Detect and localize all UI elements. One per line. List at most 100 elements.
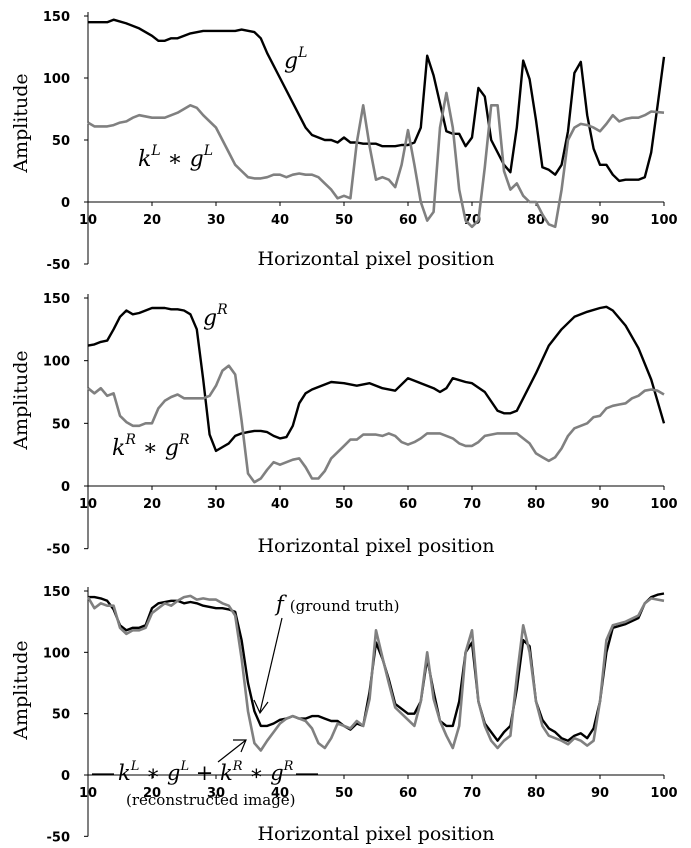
- x-tick-label: 50: [335, 213, 353, 228]
- series-line-black: [88, 18, 666, 183]
- x-tick-label: 60: [399, 213, 417, 228]
- y-tick-label: 100: [43, 72, 70, 87]
- annotation-recon-g2: g: [270, 761, 283, 785]
- x-tick-label: 50: [335, 497, 353, 512]
- x-tick-label: 80: [527, 497, 545, 512]
- y-tick-label: 150: [43, 585, 70, 600]
- annotation-gL: gL: [284, 45, 307, 74]
- x-tick-label: 10: [79, 786, 97, 801]
- ylabel-panel-3: Amplitude: [10, 640, 32, 740]
- x-tick-label: 20: [143, 213, 161, 228]
- x-tick-label: 100: [650, 497, 677, 512]
- annotation-kR-sup: R: [124, 432, 136, 448]
- xlabel-panel-1: Horizontal pixel position: [257, 248, 494, 270]
- x-tick-label: 90: [591, 786, 609, 801]
- y-tick-label: -50: [47, 258, 71, 273]
- x-tick-label: 80: [527, 213, 545, 228]
- y-tick-label: 100: [43, 355, 70, 370]
- annotation-recon-op2: ∗: [243, 761, 271, 785]
- annotation-gR-base: g: [203, 306, 217, 331]
- x-tick-label: 60: [399, 497, 417, 512]
- chart-panel-3: -50 0 50 100 150 10 20 30 40 50 60 70 80 90 100 Amplit…: [10, 585, 678, 845]
- annotation-f-arrow-head: [253, 699, 269, 715]
- annotation-f: f: [274, 592, 287, 616]
- y-tick-label: 50: [52, 708, 70, 723]
- y-tick-label: 0: [61, 769, 70, 784]
- x-tick-label: 90: [591, 213, 609, 228]
- lines-panel-3: [86, 592, 665, 752]
- annotation-gL2-sup: L: [203, 143, 213, 159]
- x-tick-label: 10: [79, 497, 97, 512]
- annotation-kR: k: [112, 436, 125, 461]
- annotation-kL-sup: L: [150, 143, 160, 159]
- ylabel-panel-1: Amplitude: [10, 73, 32, 173]
- annotation-recon-k2: k: [220, 761, 233, 785]
- annotation-reconstruction-formula: kL ∗ gL + kR ∗ gR: [118, 759, 294, 785]
- axes-panel-1: -50 0 50 100 150 10 20 30 40 50 60 70 80 90 100: [43, 10, 678, 273]
- annotation-recon-k1-sup: L: [130, 759, 140, 774]
- x-tick-label: 70: [463, 497, 481, 512]
- x-tick-label: 100: [650, 786, 677, 801]
- xlabel-panel-3: Horizontal pixel position: [257, 823, 494, 845]
- axes-panel-2: -50 0 50 100 150 10 20 30 40 50 60 70 80 90 100: [43, 292, 678, 558]
- annotation-reconstructed-image: (reconstructed image): [126, 791, 296, 809]
- series-line-gray: [86, 594, 665, 752]
- xlabel-panel-2: Horizontal pixel position: [257, 535, 494, 557]
- annotation-recon-g2-sup: R: [283, 759, 294, 774]
- annotation-gR: gR: [203, 302, 228, 331]
- x-tick-label: 30: [207, 497, 225, 512]
- y-tick-label: -50: [47, 830, 71, 845]
- annotation-recon-k2-sup: R: [232, 759, 243, 774]
- annotation-gR2-sup: R: [178, 432, 190, 448]
- x-tick-label: 60: [399, 786, 417, 801]
- annotation-kR-gR: kR ∗ gR: [112, 432, 190, 461]
- y-tick-label: 0: [61, 480, 70, 495]
- x-tick-label: 80: [527, 786, 545, 801]
- annotation-recon-plus: +: [189, 761, 220, 785]
- x-tick-label: 30: [207, 786, 225, 801]
- x-tick-label: 40: [271, 786, 289, 801]
- ylabel-panel-2: Amplitude: [10, 350, 32, 450]
- y-tick-label: 50: [52, 417, 70, 432]
- y-tick-label: 150: [43, 292, 70, 307]
- annotation-f-ground-truth: f (ground truth): [274, 592, 400, 616]
- lines-panel-1: [87, 18, 666, 229]
- annotation-kL-gL: kL ∗ gL: [138, 143, 213, 172]
- annotation-conv-op-2: ∗: [136, 436, 165, 461]
- annotation-recon-arrow-line: [217, 739, 247, 763]
- annotation-recon-g1: g: [167, 761, 180, 785]
- annotation-gR-sup: R: [216, 302, 228, 318]
- x-tick-label: 50: [335, 786, 353, 801]
- x-tick-label: 40: [271, 213, 289, 228]
- x-tick-label: 70: [463, 786, 481, 801]
- annotation-recon-op1: ∗: [139, 761, 167, 785]
- x-tick-label: 40: [271, 497, 289, 512]
- y-tick-label: 0: [61, 196, 70, 211]
- chart-panel-1: -50 0 50 100 150 10 20 30 40 50 60 70 80 90 100 Amplit…: [10, 10, 678, 273]
- x-tick-label: 30: [207, 213, 225, 228]
- series-line-black: [87, 305, 666, 453]
- annotation-f-text: (ground truth): [290, 597, 400, 615]
- y-tick-label: 100: [43, 646, 70, 661]
- annotation-f-arrow-line: [259, 617, 283, 713]
- annotation-recon-arrow-head: [233, 739, 247, 753]
- x-tick-label: 20: [143, 497, 161, 512]
- x-tick-label: 20: [143, 786, 161, 801]
- annotation-recon-g1-sup: L: [179, 759, 189, 774]
- y-tick-label: 50: [52, 134, 70, 149]
- x-tick-label: 10: [79, 213, 97, 228]
- x-tick-label: 100: [650, 213, 677, 228]
- x-tick-label: 90: [591, 497, 609, 512]
- annotation-gL2: g: [190, 147, 204, 172]
- annotation-kL: k: [138, 147, 151, 172]
- series-line-gray: [87, 364, 665, 484]
- chart-panel-2: -50 0 50 100 150 10 20 30 40 50 60 70 80 90 100 Amplit…: [10, 292, 678, 558]
- series-line-gray: [87, 91, 665, 229]
- annotation-gL-base: g: [284, 49, 298, 74]
- annotation-recon-k1: k: [118, 761, 131, 785]
- y-tick-label: 150: [43, 10, 70, 25]
- annotation-gL-sup: L: [297, 45, 307, 61]
- axes-panel-3: -50 0 50 100 150 10 20 30 40 50 60 70 80 90 100: [43, 585, 678, 845]
- lines-panel-2: [87, 305, 666, 484]
